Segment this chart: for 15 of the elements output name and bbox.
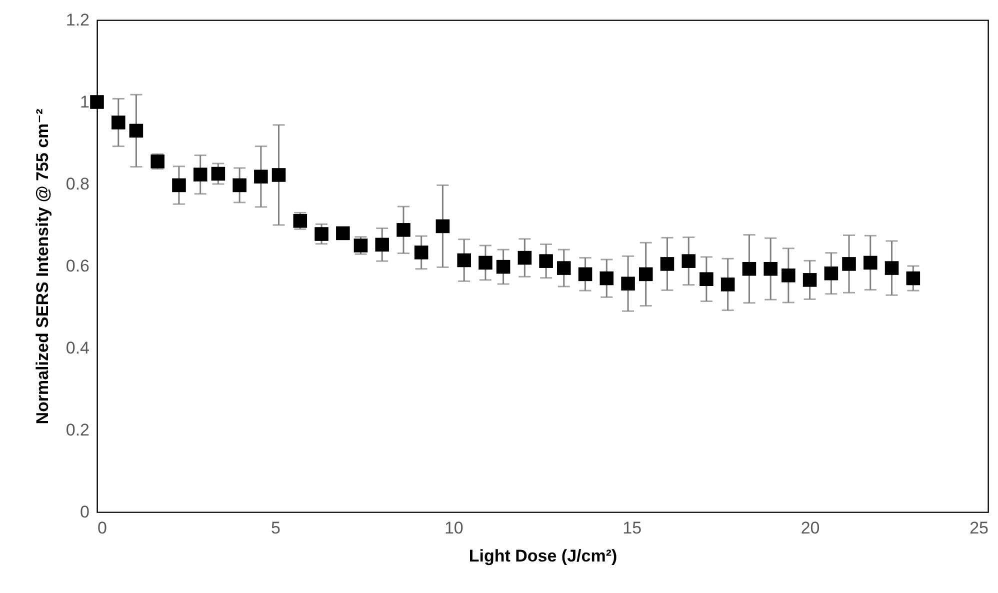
x-tick-label: 0 (98, 518, 107, 538)
y-tick-label: 0.2 (66, 420, 90, 440)
y-tick-label: 1 (80, 92, 90, 112)
x-tick-label: 15 (622, 518, 642, 538)
x-tick-label: 10 (444, 518, 464, 538)
y-tick-label: 0.8 (66, 174, 90, 194)
y-tick-label: 0.6 (66, 256, 90, 276)
y-tick-label: 0.4 (66, 338, 90, 358)
y-tick-label: 0 (80, 502, 90, 522)
y-axis-title: Normalized SERS Intensity @ 755 cm⁻² (32, 108, 52, 424)
y-tick-label: 1.2 (66, 10, 90, 30)
x-tick-label: 5 (270, 518, 280, 538)
x-axis-title: Light Dose (J/cm²) (468, 546, 618, 566)
x-tick-label: 20 (800, 518, 820, 538)
x-tick-label: 25 (970, 518, 988, 538)
